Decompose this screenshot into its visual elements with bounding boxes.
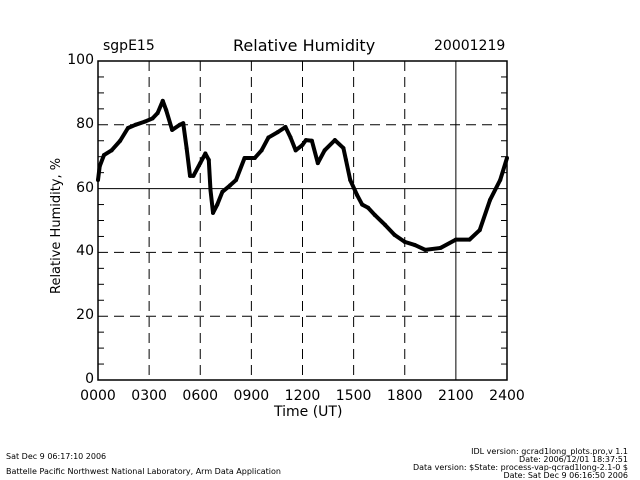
humidity-point [101, 153, 106, 158]
footer-data-version: Data version: $State: process-vap-qcrad1… [412, 463, 628, 472]
humidity-point [309, 138, 314, 143]
humidity-point [300, 142, 305, 147]
y-axis-label: Relative Humidity, % [49, 157, 64, 294]
humidity-point [343, 157, 348, 162]
humidity-point [498, 177, 503, 182]
humidity-point [487, 198, 492, 203]
x-tick-label: 1200 [284, 388, 321, 404]
humidity-point [453, 237, 458, 242]
humidity-point [96, 177, 100, 182]
y-tick-label: 80 [76, 115, 94, 132]
humidity-point [97, 164, 102, 169]
footer-timestamp: Sat Dec 9 06:17:10 2006 [6, 452, 107, 461]
y-tick-label: 100 [67, 52, 94, 68]
humidity-point [402, 239, 407, 244]
footer-idl-version: IDL version: gcrad1long_plots.pro,v 1.1 [471, 447, 628, 456]
x-axis-label: Time (UT) [274, 404, 343, 420]
humidity-point [208, 187, 213, 192]
x-tick-label: 0300 [131, 388, 167, 404]
humidity-point [355, 192, 360, 197]
humidity-point [266, 135, 271, 140]
humidity-point [360, 202, 365, 207]
humidity-point [242, 155, 247, 160]
site-label: sgpE15 [103, 38, 155, 54]
humidity-point [211, 210, 216, 215]
humidity-point [348, 177, 353, 182]
x-tick-label: 2100 [438, 388, 474, 404]
humidity-point [198, 161, 203, 166]
x-tick-label: 2400 [489, 388, 525, 404]
x-tick-label: 1800 [386, 388, 423, 404]
x-tick-label: 0900 [233, 388, 270, 404]
footer-organization: Battelle Pacific Northwest National Labo… [6, 467, 281, 476]
humidity-point [188, 173, 193, 178]
date-label: 20001219 [434, 38, 506, 54]
x-tick-label: 0000 [80, 388, 116, 404]
humidity-point [118, 138, 123, 143]
footer-idl-date: Date: 2006/12/01 18:37:51 [519, 455, 628, 464]
humidity-point [392, 232, 397, 237]
humidity-point [234, 177, 239, 182]
y-tick-label: 0 [85, 371, 94, 387]
humidity-point [383, 222, 388, 227]
x-tick-label: 0600 [182, 388, 219, 404]
humidity-point [164, 108, 169, 113]
humidity-point [184, 146, 189, 151]
humidity-point [303, 138, 308, 143]
humidity-point [322, 148, 327, 153]
chart-title: Relative Humidity [233, 36, 376, 55]
humidity-point [423, 247, 428, 252]
humidity-point [125, 125, 130, 130]
humidity-point [283, 125, 288, 130]
humidity-point [191, 173, 196, 178]
humidity-point [109, 148, 114, 153]
humidity-point [366, 205, 371, 210]
humidity-point [505, 155, 509, 160]
footer-data-date: Date: Sat Dec 9 06:16:50 2006 [503, 471, 628, 480]
humidity-point [155, 110, 160, 115]
humidity-point [133, 122, 138, 127]
y-tick-label: 60 [76, 179, 94, 196]
humidity-point [142, 119, 147, 124]
x-tick-label: 1500 [335, 388, 372, 404]
humidity-point [177, 122, 182, 127]
humidity-point [252, 155, 257, 160]
plot-frame [97, 60, 508, 381]
humidity-point [372, 213, 377, 218]
humidity-point [220, 189, 225, 194]
humidity-point [203, 151, 208, 156]
humidity-point [288, 135, 293, 140]
humidity-line [96, 98, 509, 252]
y-tick-label: 20 [76, 307, 94, 324]
humidity-point [206, 157, 211, 162]
humidity-point [332, 138, 337, 143]
humidity-point [150, 116, 155, 121]
humidity-point [315, 161, 320, 166]
humidity-point [341, 146, 346, 151]
humidity-point [477, 228, 482, 233]
humidity-point [181, 121, 186, 126]
humidity-point [438, 245, 443, 250]
humidity-point [467, 237, 472, 242]
humidity-point [170, 127, 175, 132]
y-tick-label: 40 [76, 243, 94, 260]
humidity-point [215, 202, 220, 207]
humidity-point [412, 243, 417, 248]
humidity-point [259, 148, 264, 153]
humidity-point [228, 183, 233, 188]
humidity-point [160, 98, 165, 103]
humidity-point [275, 130, 280, 135]
humidity-point [293, 148, 298, 153]
